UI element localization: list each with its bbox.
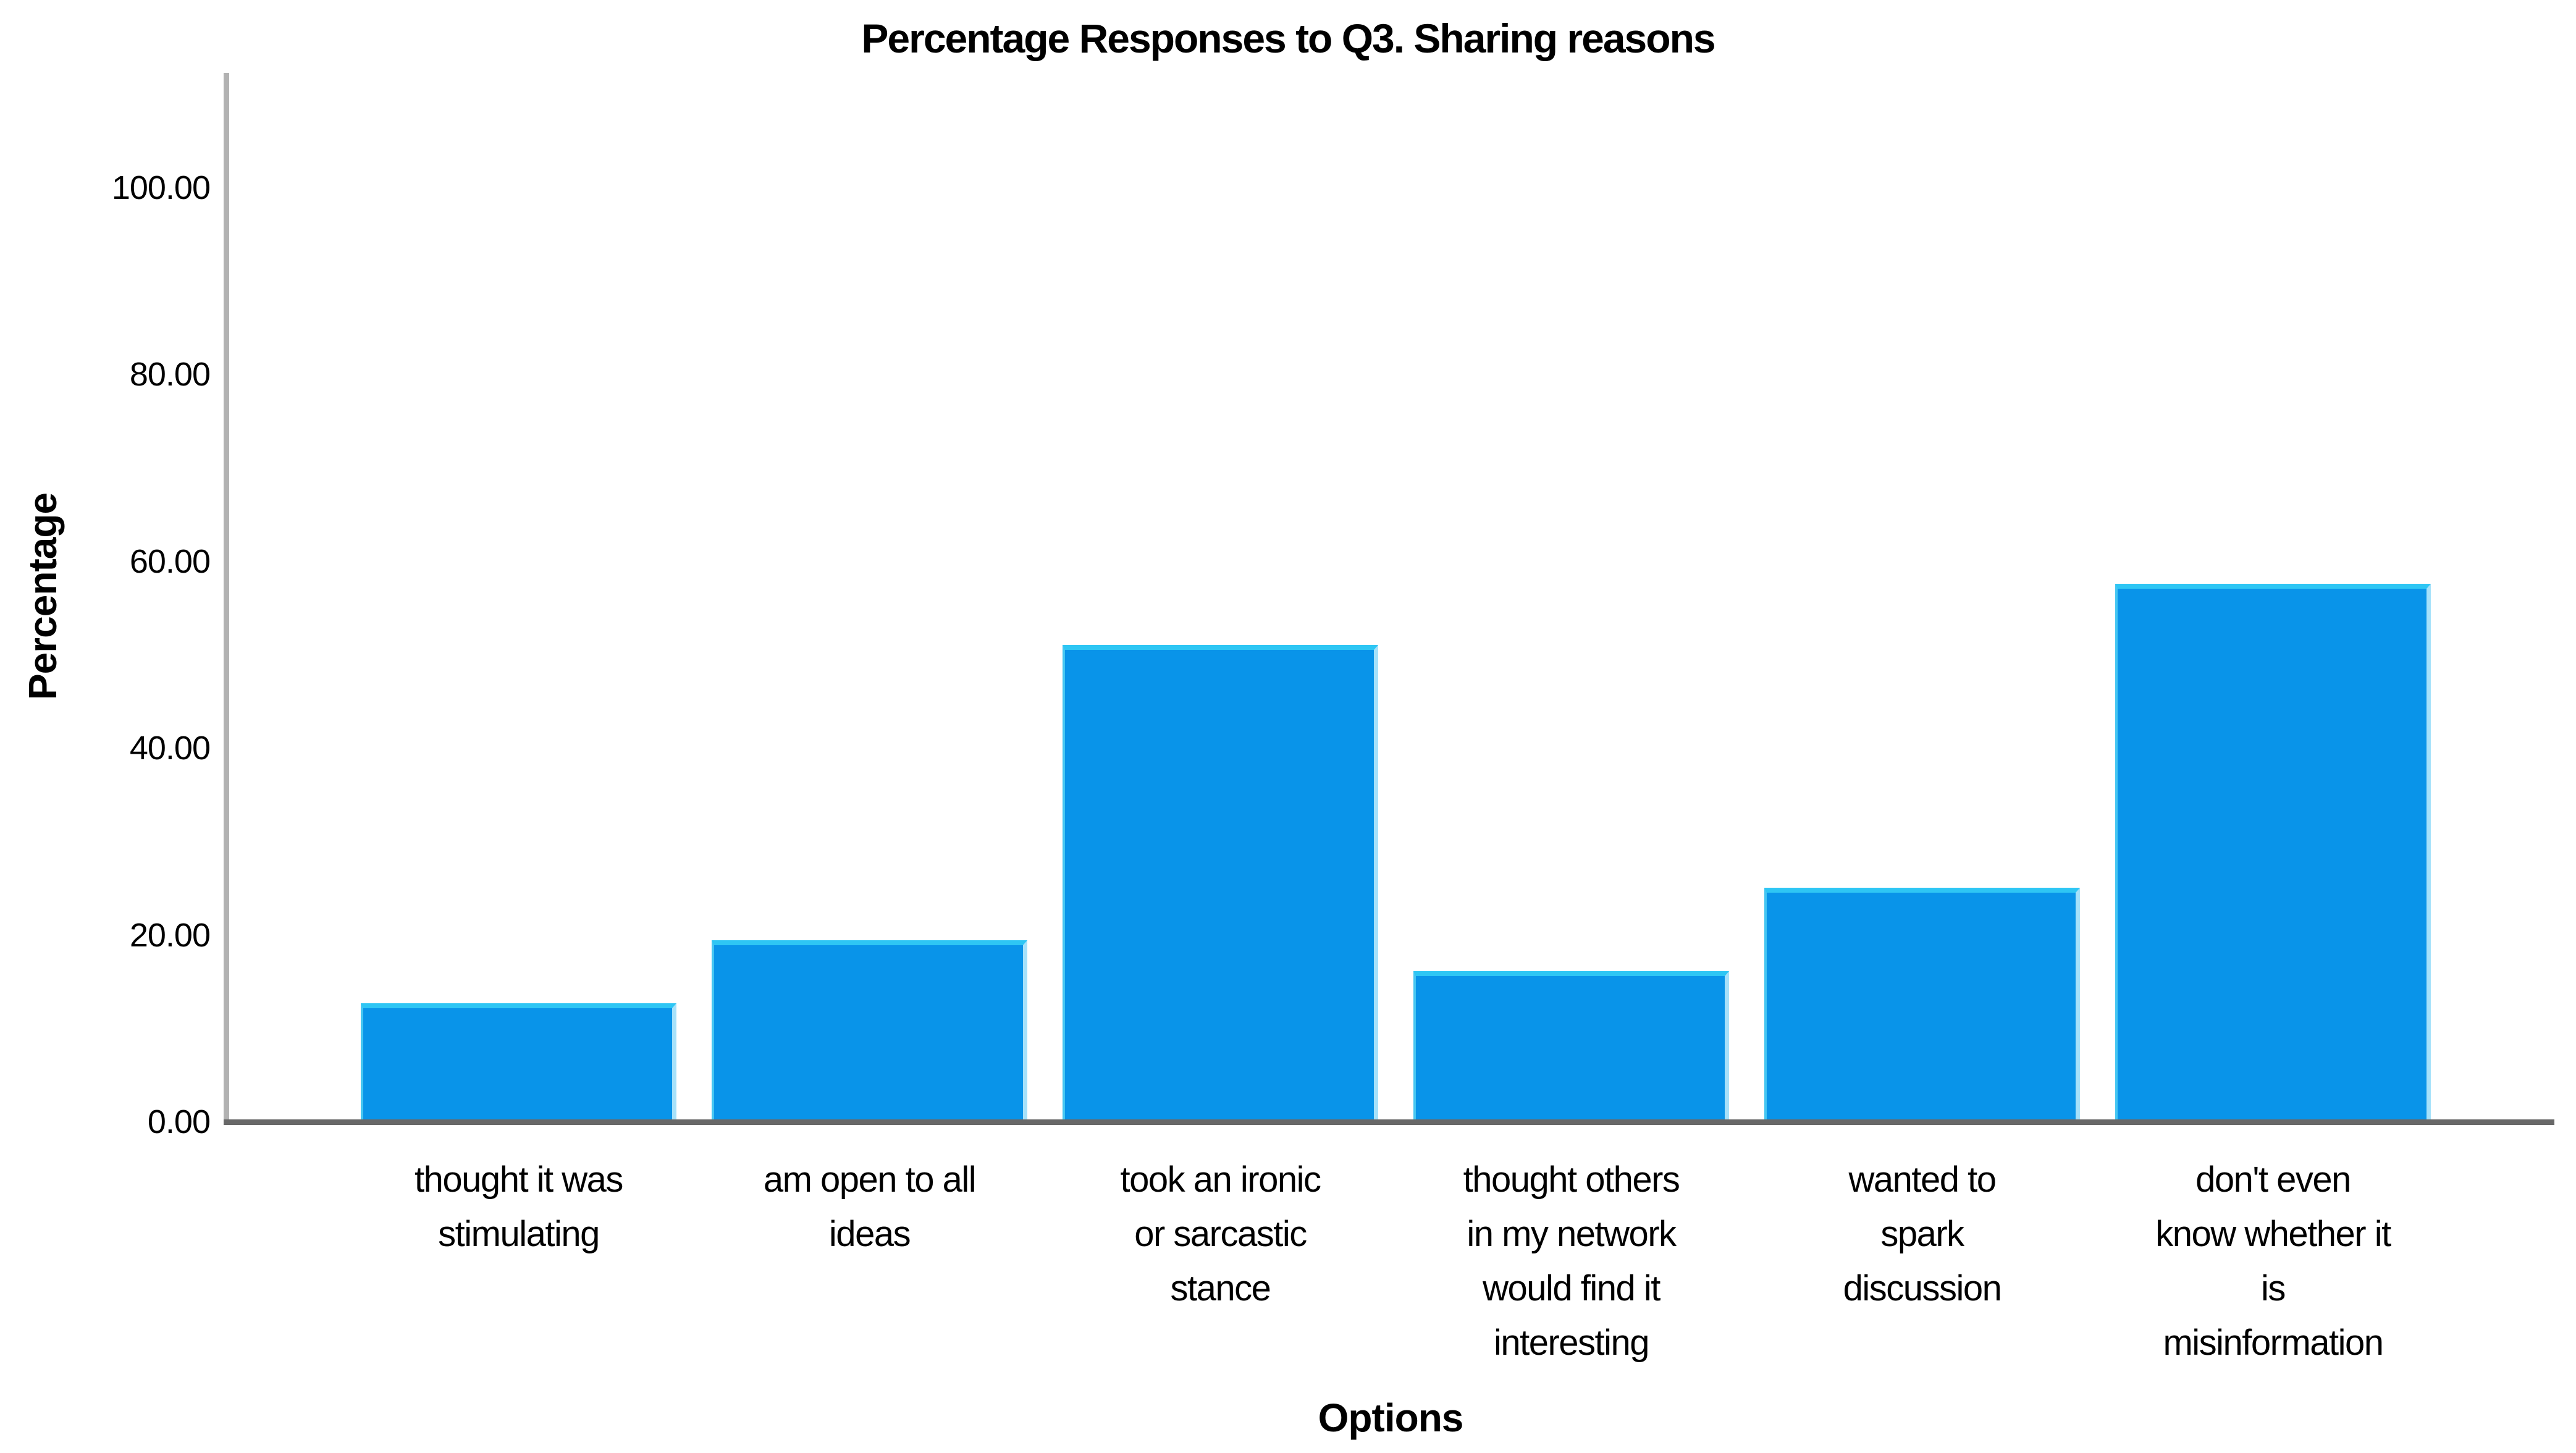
x-axis-title: Options [1318,1396,1464,1440]
bar [361,1003,676,1119]
bar [1413,971,1729,1119]
bar [712,940,1027,1119]
y-tick-label: 40.00 [129,730,211,767]
chart-title: Percentage Responses to Q3. Sharing reas… [861,15,1715,61]
bar [1764,888,2080,1119]
y-tick-label: 60.00 [129,542,211,580]
y-axis-line [224,73,229,1125]
bar [1063,645,1378,1119]
x-axis-line [224,1119,2554,1125]
x-category-label: wanted to spark discussion [1843,1160,2002,1308]
y-tick-label: 80.00 [129,356,211,393]
x-category-label: took an ironic or sarcastic stance [1120,1160,1321,1308]
x-category-label: thought others in my network would find … [1463,1160,1680,1363]
y-tick-label: 20.00 [129,916,211,954]
y-tick-label: 100.00 [111,169,211,206]
x-category-label: am open to all ideas [763,1160,977,1254]
x-category-label: don't even know whether it is misinforma… [2155,1160,2391,1363]
y-tick-label: 0.00 [147,1103,211,1140]
bar [2115,584,2431,1119]
x-category-label: thought it was stimulating [415,1160,623,1254]
y-axis-title: Percentage [20,492,65,700]
